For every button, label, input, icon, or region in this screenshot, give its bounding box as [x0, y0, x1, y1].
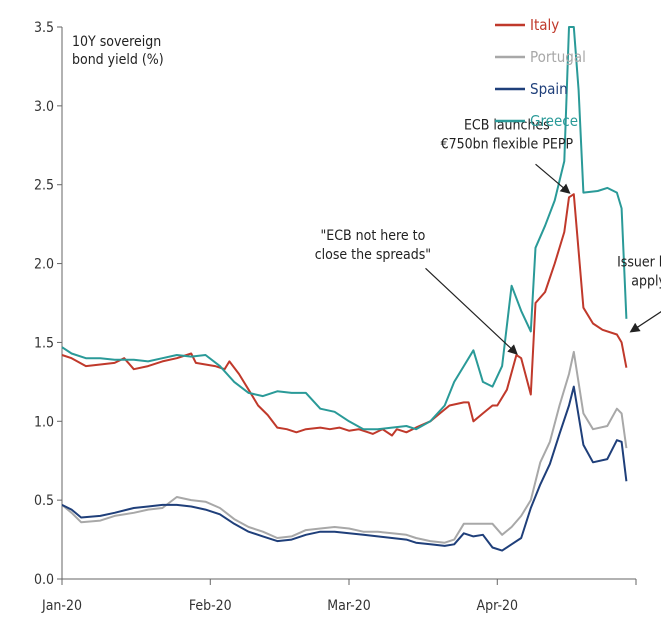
series-line-spain: [61, 385, 628, 552]
y-tick-label: 3.5: [34, 20, 54, 36]
annotation-ecb-pepp: ECB launches €750bn flexible PEPP: [441, 118, 574, 194]
annotation-arrow: [535, 163, 571, 194]
legend-label-greece: Greece: [530, 112, 578, 130]
annotation-text: apply to PEPP: [631, 274, 661, 290]
annotation-ecb-spreads: "ECB not here to close the spreads": [315, 228, 518, 355]
series-line-portugal: [61, 350, 628, 544]
y-tick-label: 3.0: [34, 99, 54, 115]
x-tick-label: Apr-20: [477, 598, 518, 614]
series-line-greece: [61, 26, 628, 431]
x-tick-label: Feb-20: [189, 598, 232, 614]
y-tick-label: 2.0: [34, 257, 54, 273]
annotation-arrow: [425, 267, 518, 355]
annotation-text: Issuer limits won't: [617, 255, 661, 271]
series-layer: [61, 26, 628, 552]
y-tick-label: 1.0: [34, 414, 54, 430]
y-axis-label-line-1: 10Y sovereign: [72, 34, 161, 50]
legend-label-portugal: Portugal: [530, 48, 586, 66]
legend: Italy Portugal Spain Greece: [495, 16, 586, 130]
y-tick-label: 0.0: [34, 572, 54, 588]
series-line-italy: [61, 193, 628, 437]
y-axis-label-line-2: bond yield (%): [72, 52, 164, 68]
x-tick-label: Mar-20: [327, 598, 370, 614]
legend-label-spain: Spain: [530, 80, 568, 98]
annotation-issuer-limits: Issuer limits won't apply to PEPP: [617, 255, 661, 333]
annotation-text: "ECB not here to: [321, 228, 426, 244]
axes: 0.0 0.5 1.0 1.5 2.0 2.5 3.0 3.5 Jan-20 Feb-20 Mar-…: [34, 20, 637, 614]
legend-label-italy: Italy: [530, 16, 559, 34]
y-tick-label: 2.5: [34, 178, 54, 194]
annotation-arrow: [629, 311, 661, 333]
y-tick-label: 0.5: [34, 493, 54, 509]
annotation-text: €750bn flexible PEPP: [441, 137, 574, 153]
x-tick-label: Jan-20: [41, 598, 82, 614]
annotation-text: ECB launches: [464, 118, 550, 134]
annotation-layer: ECB launches €750bn flexible PEPP "ECB not…: [315, 118, 661, 355]
y-tick-label: 1.5: [34, 335, 54, 351]
annotation-text: close the spreads": [315, 247, 431, 263]
